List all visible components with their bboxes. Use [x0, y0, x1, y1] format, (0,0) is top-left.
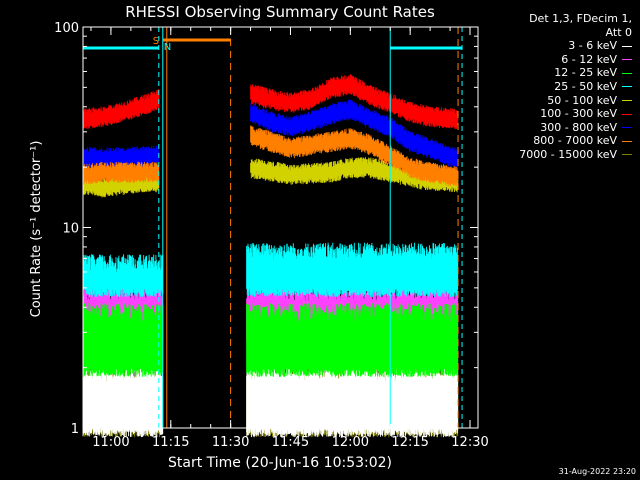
legend-label: 12 - 25 keV: [554, 66, 617, 80]
legend-entry: 12 - 25 keV: [519, 66, 632, 80]
series-6-segment-1: [250, 99, 459, 169]
x-tick-label-4: 12:00: [332, 435, 369, 450]
x-tick-label-0: 11:00: [92, 435, 129, 450]
legend-swatch: [622, 127, 632, 129]
series-line-5-1: [250, 74, 459, 130]
legend: Det 1,3, FDecim 1, Att 0 3 - 6 keV 6 - 12…: [519, 12, 632, 162]
legend-label: 7000 - 15000 keV: [519, 147, 617, 161]
legend-entry: 25 - 50 keV: [519, 80, 632, 94]
legend-entry: 6 - 12 keV: [519, 53, 632, 67]
legend-label: 50 - 100 keV: [547, 93, 617, 107]
series-3-segment-1: [246, 242, 459, 297]
x-tick-label-3: 11:45: [272, 435, 309, 450]
series-2-segment-1: [246, 303, 459, 377]
legend-label: 25 - 50 keV: [554, 79, 617, 93]
y-axis-label: Count Rate (s⁻¹ detector⁻¹): [29, 141, 44, 318]
legend-header-line-2: Att 0: [605, 25, 632, 39]
y-tick-label-1: 10: [62, 222, 79, 237]
x-axis-label: Start Time (20-Jun-16 10:53:02): [168, 455, 392, 471]
legend-label: 3 - 6 keV: [568, 39, 617, 53]
legend-label: 100 - 300 keV: [540, 107, 617, 121]
legend-label: 800 - 7000 keV: [533, 134, 617, 148]
legend-entry: 800 - 7000 keV: [519, 134, 632, 148]
legend-swatch: [622, 113, 632, 115]
legend-entry: 300 - 800 keV: [519, 121, 632, 135]
legend-header-line-1: Det 1,3, FDecim 1,: [529, 12, 632, 25]
series-line-0-1: [246, 363, 459, 438]
legend-swatch: [622, 140, 632, 142]
saa-label: S: [153, 36, 159, 47]
y-tick-label-2: 100: [54, 21, 79, 36]
series-line-7-1: [250, 125, 459, 187]
legend-swatch: [622, 100, 632, 102]
night-label: N: [164, 42, 171, 53]
x-tick-label-5: 12:15: [391, 435, 428, 450]
series-0-segment-1: [246, 363, 459, 438]
series-7-segment-1: [250, 125, 459, 187]
legend-label: 300 - 800 keV: [540, 120, 617, 134]
legend-swatch: [622, 59, 632, 61]
series-5-segment-1: [250, 74, 459, 130]
chart-title: RHESSI Observing Summary Count Rates: [125, 3, 435, 21]
x-tick-label-1: 11:15: [152, 435, 189, 450]
series-line-5-0: [82, 89, 160, 129]
legend-swatch: [622, 45, 632, 47]
legend-entry: 3 - 6 keV: [519, 39, 632, 53]
series-line-3-1: [246, 242, 459, 297]
legend-swatch: [622, 154, 632, 156]
legend-swatch: [622, 86, 632, 88]
series-5-segment-0: [82, 89, 160, 129]
series-line-2-1: [246, 303, 459, 377]
legend-label: 6 - 12 keV: [561, 52, 617, 66]
generation-timestamp: 31-Aug-2022 23:20: [558, 467, 636, 476]
x-tick-label-2: 11:30: [212, 435, 249, 450]
x-tick-label-6: 12:30: [451, 435, 488, 450]
y-tick-label-0: 1: [71, 422, 79, 437]
legend-swatch: [622, 72, 632, 74]
legend-entry: 100 - 300 keV: [519, 107, 632, 121]
series-line-6-1: [250, 99, 459, 169]
legend-entry: 7000 - 15000 keV: [519, 148, 632, 162]
legend-entry: 50 - 100 keV: [519, 94, 632, 108]
